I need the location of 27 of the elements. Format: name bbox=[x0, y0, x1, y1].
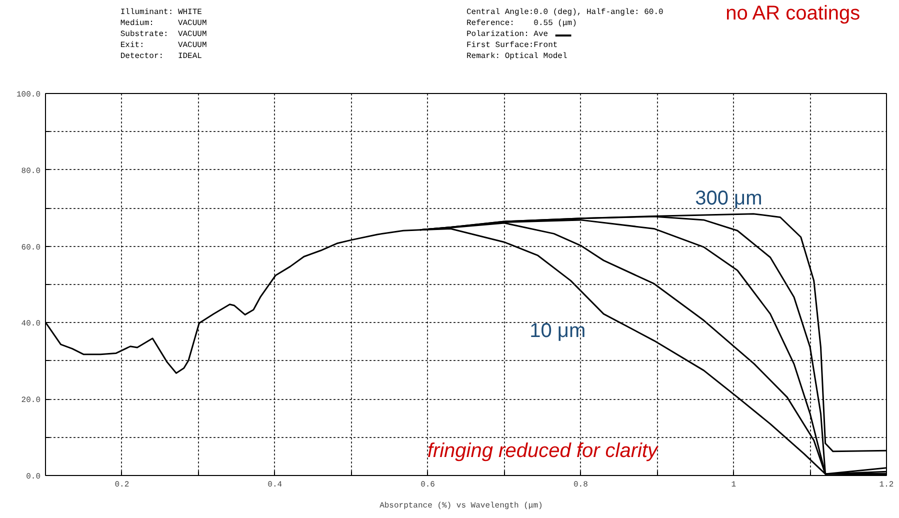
y-tick-label: 60.0 bbox=[21, 243, 41, 252]
text: Central Angle:0.0 (deg), Half-angle: 60.0 bbox=[466, 8, 664, 17]
x-tick-label: 0.8 bbox=[573, 480, 588, 490]
text: Polarization: Ave bbox=[466, 30, 548, 39]
x-tick-label: 1.2 bbox=[879, 480, 894, 490]
annotation: 300 μm bbox=[695, 187, 762, 210]
annotation: 10 μm bbox=[530, 320, 586, 342]
text: Reference: 0.55 (μm) bbox=[466, 19, 577, 28]
x-tick-label: 1 bbox=[731, 480, 736, 490]
text: Substrate: VACUUM bbox=[120, 30, 207, 39]
text: First Surface:Front bbox=[466, 41, 558, 50]
y-tick-label: 80.0 bbox=[21, 166, 41, 176]
y-tick-label: 40.0 bbox=[21, 320, 41, 329]
y-tick-label: 100.0 bbox=[16, 90, 41, 100]
text: Illuminant: WHITE bbox=[120, 8, 202, 17]
x-tick-label: 0.4 bbox=[268, 480, 282, 490]
y-tick-label: 0.0 bbox=[26, 472, 41, 482]
text: Exit: VACUUM bbox=[120, 41, 207, 50]
y-tick-label: 20.0 bbox=[21, 396, 41, 406]
text: Medium: VACUUM bbox=[120, 19, 207, 28]
annotation: fringing reduced for clarity bbox=[427, 440, 659, 462]
x-tick-label: 0.2 bbox=[114, 480, 130, 490]
text: Detector: IDEAL bbox=[120, 52, 202, 61]
text: Remark: Optical Model bbox=[466, 52, 568, 61]
text: no AR coatings bbox=[726, 2, 860, 24]
x-tick-label: 0.6 bbox=[420, 480, 436, 490]
x-axis-title: Absorptance (%) vs Wavelength (μm) bbox=[380, 502, 543, 510]
